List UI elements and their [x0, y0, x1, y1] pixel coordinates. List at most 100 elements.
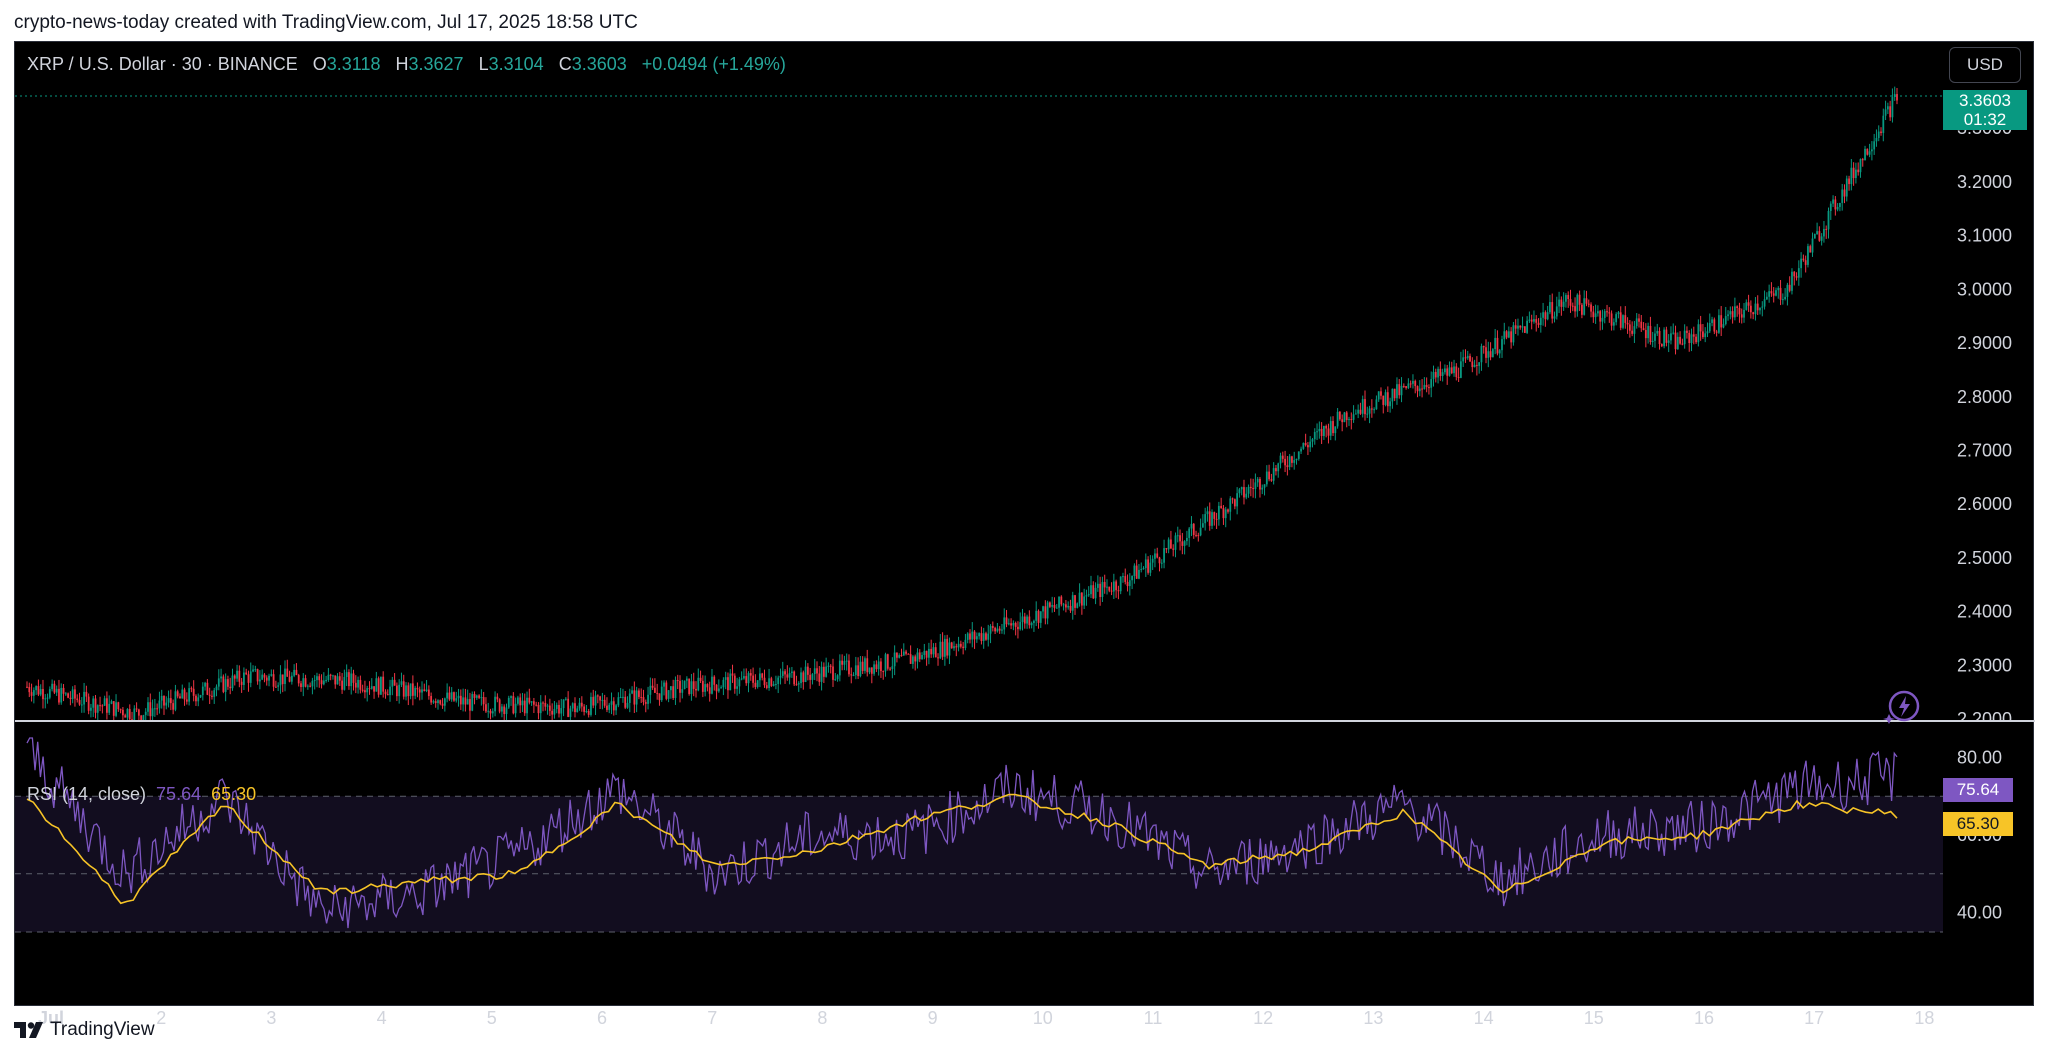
- candle-body: [706, 684, 709, 688]
- low-label: L: [478, 54, 489, 74]
- candle: [199, 694, 202, 698]
- lightning-icon[interactable]: [1883, 687, 1921, 725]
- candle: [1503, 322, 1506, 345]
- candle: [772, 681, 775, 687]
- candle: [838, 654, 841, 682]
- candle: [918, 649, 921, 663]
- candle-body: [400, 681, 403, 685]
- candle: [281, 674, 284, 693]
- candle: [1112, 573, 1115, 599]
- candle: [1343, 411, 1346, 423]
- candle: [277, 682, 280, 691]
- candle: [1432, 365, 1435, 387]
- candle-body: [590, 696, 592, 715]
- candle-body: [405, 685, 407, 697]
- candle: [1087, 586, 1090, 597]
- candle: [462, 688, 465, 712]
- candle: [1761, 301, 1764, 317]
- rsi-label[interactable]: RSI (14, close): [27, 784, 147, 804]
- candle: [729, 669, 732, 691]
- candle: [788, 667, 791, 685]
- symbol-name[interactable]: XRP / U.S. Dollar · 30 · BINANCE: [27, 54, 298, 74]
- candle-body: [761, 673, 764, 678]
- candle: [770, 676, 773, 688]
- candle: [249, 662, 252, 688]
- candle: [1775, 287, 1777, 297]
- candle-body: [804, 666, 807, 683]
- candle: [1549, 294, 1551, 315]
- candle-body: [329, 674, 332, 676]
- candle: [354, 675, 357, 694]
- candle: [1565, 293, 1567, 308]
- candle: [238, 665, 241, 688]
- candle-body: [201, 686, 204, 696]
- candle-body: [1514, 325, 1517, 329]
- candle-body: [722, 679, 725, 688]
- candle: [99, 696, 101, 712]
- pane-separator[interactable]: [15, 720, 2035, 722]
- price-axis-label: 3.1000: [1957, 226, 2012, 246]
- candle: [190, 686, 193, 693]
- candle: [781, 661, 784, 679]
- candle-body: [482, 697, 485, 705]
- candle: [1596, 305, 1599, 317]
- candle-body: [457, 695, 460, 699]
- candle: [514, 697, 517, 718]
- candle: [1071, 591, 1074, 620]
- candle: [946, 634, 949, 659]
- candle-body: [1811, 238, 1814, 253]
- candle: [76, 694, 79, 703]
- candle-body: [165, 702, 168, 706]
- candle-body: [676, 680, 679, 682]
- candle: [1021, 608, 1024, 631]
- candle-body: [596, 695, 599, 697]
- currency-button[interactable]: USD: [1949, 47, 2021, 83]
- candle-body: [1864, 148, 1866, 161]
- candle-body: [1626, 322, 1629, 325]
- candle-body: [1252, 487, 1255, 490]
- candle: [1759, 307, 1761, 315]
- candle-body: [279, 674, 282, 686]
- tradingview-logo[interactable]: TradingView: [14, 1019, 155, 1041]
- candle-body: [1706, 331, 1709, 334]
- candle-body: [503, 706, 506, 715]
- candle-body: [690, 681, 693, 695]
- chart-frame[interactable]: 3.30003.20003.10003.00002.90002.80002.70…: [14, 41, 2035, 1028]
- candle-body: [133, 708, 136, 720]
- candle: [1428, 384, 1430, 395]
- candle: [927, 642, 930, 665]
- candle-body: [770, 678, 773, 686]
- candle-body: [1679, 336, 1681, 344]
- time-axis[interactable]: Jul 2 3 4 5 6 7 8 9 10 11 12 13 14 15 16 17 18: [15, 986, 2035, 1050]
- candle: [777, 675, 780, 694]
- candle-body: [669, 686, 672, 691]
- price-axis-label: 2.8000: [1957, 387, 2012, 407]
- candle: [179, 693, 181, 699]
- candle-body: [1373, 409, 1376, 411]
- candle: [1138, 563, 1140, 580]
- candle-body: [137, 709, 140, 716]
- candle: [343, 669, 346, 691]
- candle: [1058, 596, 1060, 616]
- candle: [297, 673, 300, 687]
- candle-body: [1055, 607, 1058, 609]
- candle-body: [1208, 511, 1211, 526]
- candle: [941, 632, 944, 660]
- candle-body: [1457, 377, 1460, 379]
- candle: [329, 673, 332, 681]
- candle-body: [341, 680, 343, 690]
- candle-body: [836, 675, 839, 680]
- candle-body: [1478, 362, 1481, 366]
- candle: [1793, 271, 1796, 286]
- candle-body: [62, 687, 65, 694]
- candle-body: [1512, 325, 1515, 343]
- price-pane[interactable]: 3.30003.20003.10003.00002.90002.80002.70…: [15, 42, 2035, 720]
- candle: [450, 687, 453, 702]
- candle: [638, 688, 640, 700]
- candle: [1023, 612, 1026, 629]
- candle-body: [1293, 460, 1296, 463]
- candle-body: [1877, 131, 1880, 138]
- candle-body: [1338, 411, 1341, 420]
- candle-body: [1037, 610, 1040, 623]
